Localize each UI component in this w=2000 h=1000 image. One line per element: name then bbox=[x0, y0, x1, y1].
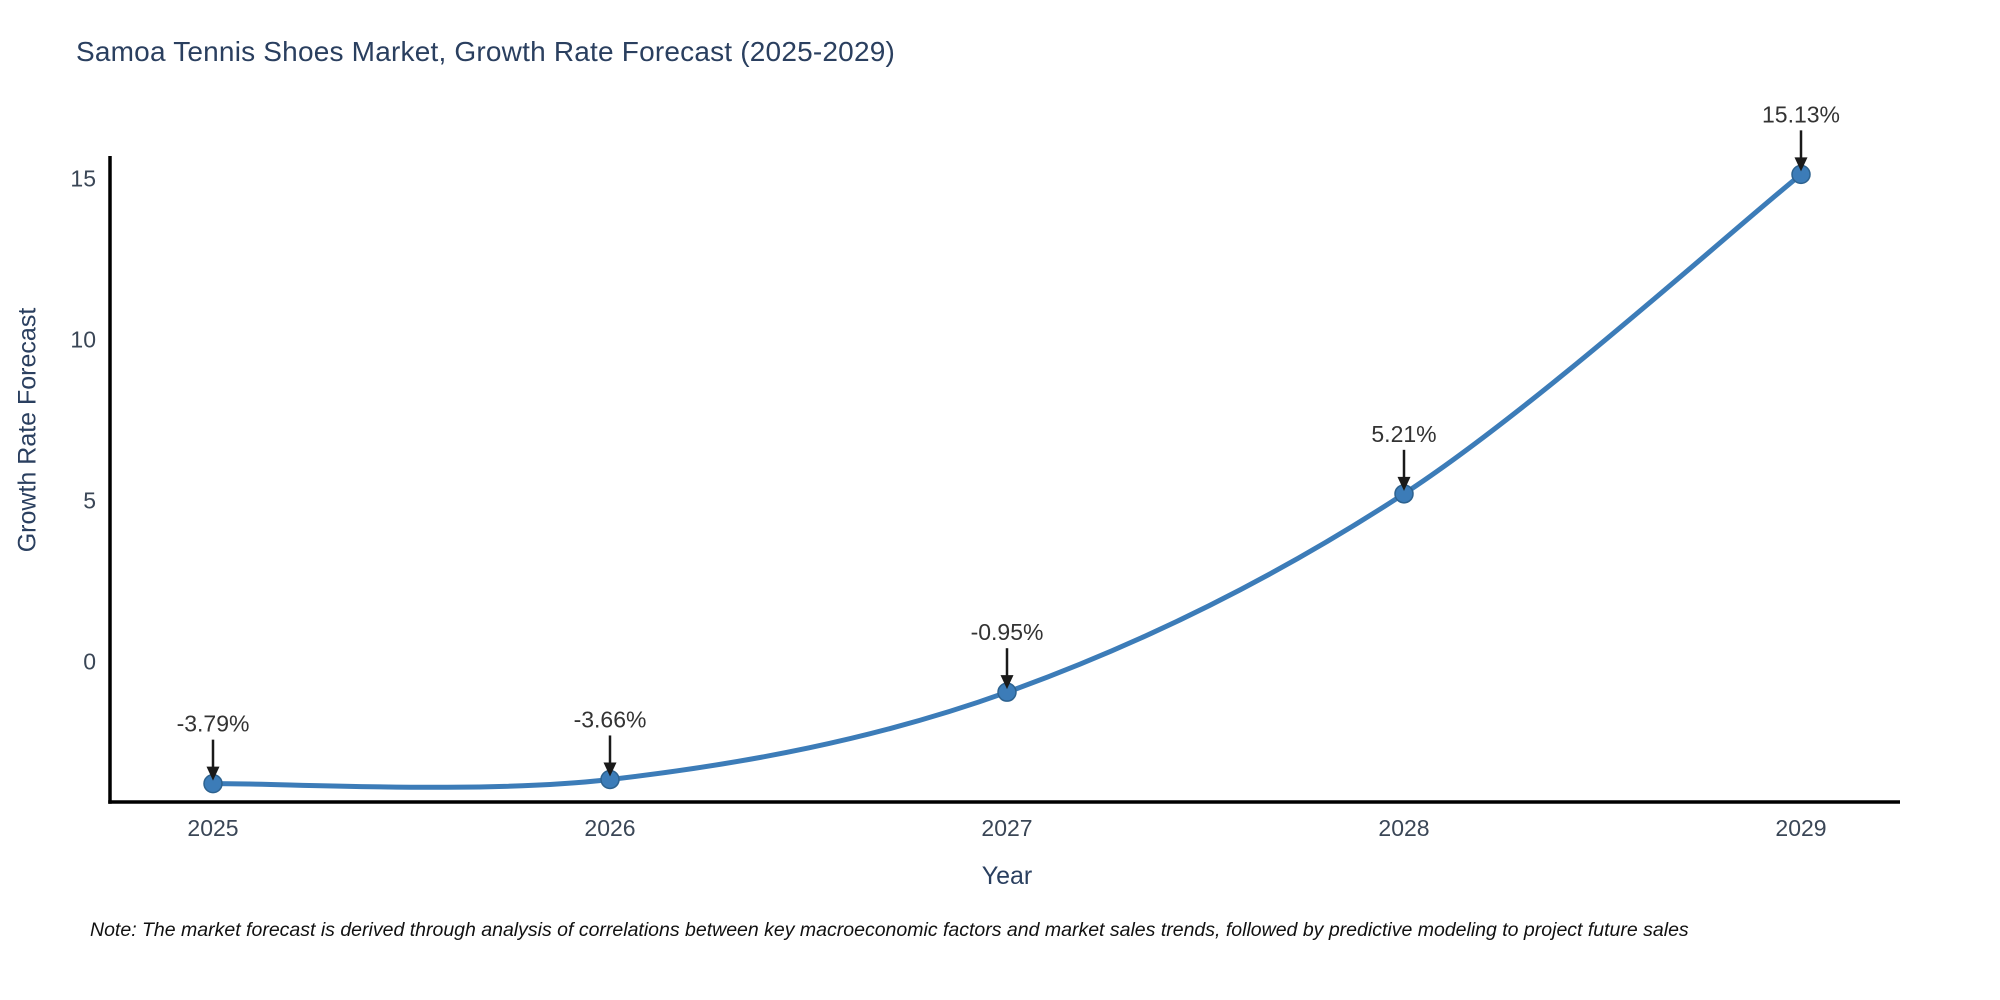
point-label: -3.66% bbox=[574, 706, 647, 732]
y-tick-label: 5 bbox=[83, 488, 96, 514]
x-tick-label: 2025 bbox=[187, 815, 238, 841]
annotation-arrowhead bbox=[603, 762, 617, 777]
annotation-arrowhead bbox=[1397, 476, 1411, 491]
y-tick-label: 15 bbox=[70, 166, 96, 192]
x-tick-label: 2026 bbox=[584, 815, 635, 841]
x-tick-label: 2028 bbox=[1378, 815, 1429, 841]
annotation-arrowhead bbox=[206, 766, 220, 781]
point-label: 5.21% bbox=[1371, 421, 1436, 447]
footnote: Note: The market forecast is derived thr… bbox=[90, 919, 1689, 941]
annotation-arrowhead bbox=[1000, 675, 1014, 690]
x-tick-label: 2029 bbox=[1775, 815, 1826, 841]
forecast-line bbox=[210, 171, 1804, 790]
chart-title: Samoa Tennis Shoes Market, Growth Rate F… bbox=[76, 36, 896, 67]
x-axis-title: Year bbox=[981, 862, 1033, 890]
y-tick-label: 0 bbox=[83, 649, 96, 675]
annotation-arrowhead bbox=[1794, 157, 1808, 172]
y-axis-title: Growth Rate Forecast bbox=[13, 307, 42, 553]
point-label: -0.95% bbox=[971, 619, 1044, 645]
point-label: -3.79% bbox=[177, 711, 250, 737]
point-label: 15.13% bbox=[1762, 101, 1840, 127]
x-tick-label: 2027 bbox=[981, 815, 1032, 841]
y-tick-label: 10 bbox=[70, 327, 96, 353]
